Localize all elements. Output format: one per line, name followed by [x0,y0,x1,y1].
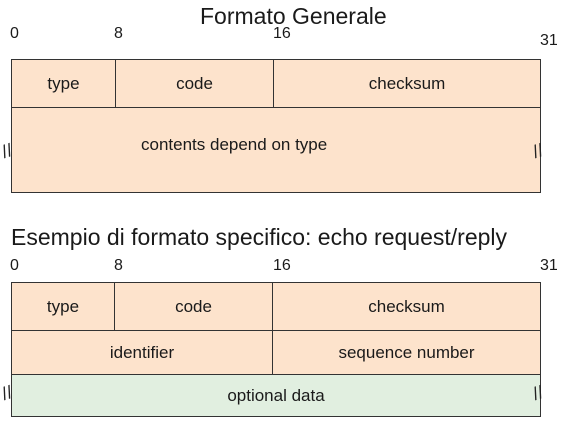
bit-label-0: 0 [10,257,19,274]
bit-label-31: 31 [540,257,558,274]
field-type: type [11,59,116,108]
field-checksum: checksum [274,59,541,108]
field-type: type [11,282,115,331]
echo-format-title: Esempio di formato specifico: echo reque… [11,224,508,250]
field-contents: contents depend on type [11,108,541,193]
field-identifier: identifier [11,331,273,375]
field-checksum: checksum [273,282,541,331]
bit-label-16: 16 [273,257,291,274]
bit-label-16: 16 [273,25,291,42]
field-optional-data: optional data [11,375,541,417]
bit-label-0: 0 [10,25,19,42]
field-code: code [116,59,274,108]
general-format-title: Formato Generale [200,3,387,29]
field-sequence-number: sequence number [273,331,541,375]
field-code: code [115,282,273,331]
bit-label-8: 8 [114,25,123,42]
bit-label-31: 31 [540,32,558,49]
bit-label-8: 8 [114,257,123,274]
